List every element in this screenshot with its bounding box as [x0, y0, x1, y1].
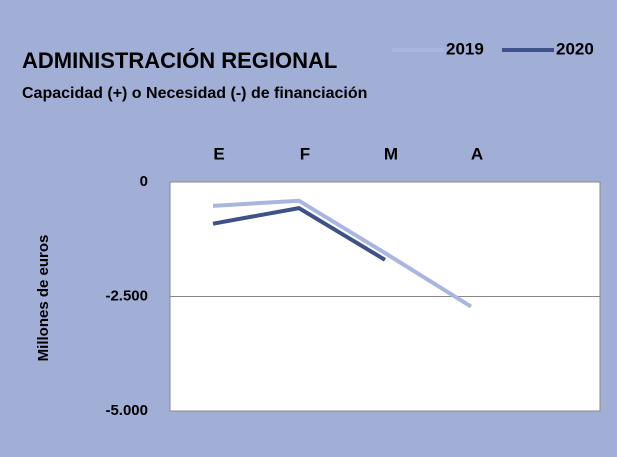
x-tick-label: M — [384, 144, 398, 163]
x-tick-label: A — [471, 144, 483, 163]
y-tick-label: 0 — [140, 173, 148, 190]
x-tick-label: E — [213, 144, 224, 163]
chart-title: ADMINISTRACIÓN REGIONAL — [22, 48, 337, 73]
y-axis-label: Millones de euros — [35, 235, 52, 362]
y-tick-label: -5.000 — [105, 402, 148, 419]
x-tick-label: F — [300, 144, 310, 163]
chart-subtitle: Capacidad (+) o Necesidad (-) de financi… — [22, 85, 367, 102]
plot-border — [169, 181, 601, 412]
series-line — [212, 206, 387, 262]
legend-label: 2020 — [556, 39, 594, 58]
legend-label: 2019 — [446, 39, 484, 58]
series-line — [212, 198, 473, 309]
y-tick-label: -2.500 — [105, 287, 148, 304]
